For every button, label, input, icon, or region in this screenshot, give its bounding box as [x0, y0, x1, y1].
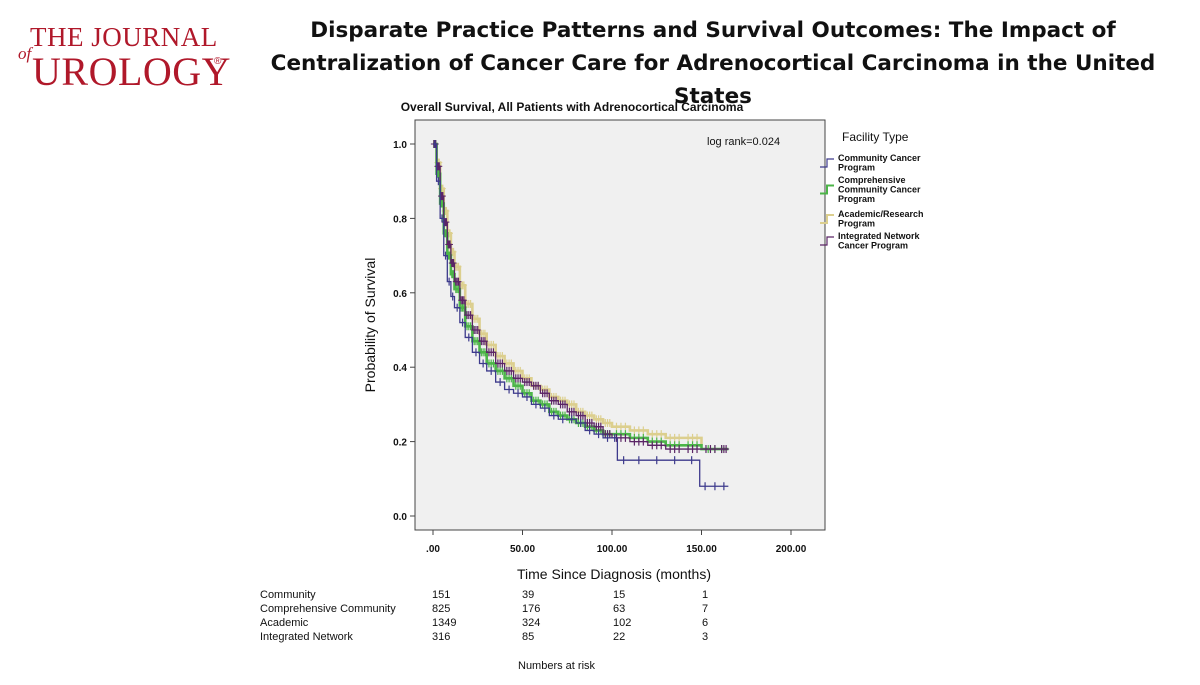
- chart-title: Overall Survival, All Patients with Adre…: [401, 100, 744, 114]
- x-axis-label: Time Since Diagnosis (months): [517, 566, 711, 582]
- y-tick-label: 0.8: [393, 214, 407, 225]
- legend-swatch: [820, 236, 834, 246]
- risk-row-label: Comprehensive Community: [260, 603, 396, 615]
- risk-value: 102: [613, 617, 632, 629]
- survival-curves: [430, 140, 730, 491]
- axes: .00 50.00 100.00 150.00 200.00 0.0 0.2 0.4 0.6 0.…: [393, 140, 807, 555]
- journal-logo-registered: ®: [214, 56, 222, 67]
- legend-swatch: [820, 214, 834, 224]
- risk-value: 1349: [432, 617, 457, 629]
- risk-value: 316: [432, 631, 451, 643]
- log-rank-annotation: log rank=0.024: [707, 136, 780, 148]
- journal-logo: THE JOURNAL of UROLOGY ®: [18, 18, 231, 94]
- risk-row-label: Academic: [260, 617, 309, 629]
- x-tick-label: 200.00: [776, 544, 807, 555]
- legend-entry: Comprehensive Community Cancer Program: [838, 175, 921, 204]
- risk-value: 3: [702, 631, 709, 643]
- plot-area: [414, 119, 826, 531]
- journal-logo-line1: THE JOURNAL: [30, 22, 218, 52]
- legend-entry: Integrated Network Cancer Program: [838, 231, 921, 251]
- risk-value: 1: [702, 589, 709, 601]
- legend-title: Facility Type: [842, 130, 909, 144]
- y-tick-label: 0.2: [393, 438, 407, 449]
- y-tick-label: 0.6: [393, 289, 407, 300]
- journal-logo-of: of: [18, 44, 32, 63]
- risk-value: 6: [702, 617, 709, 629]
- x-tick-label: .00: [426, 544, 440, 555]
- legend-swatch: [820, 158, 834, 168]
- risk-row-label: Community: [260, 589, 316, 601]
- y-axis-label: Probability of Survival: [362, 258, 378, 393]
- article-title: Disparate Practice Patterns and Survival…: [270, 18, 1156, 109]
- risk-value: 324: [522, 617, 541, 629]
- risk-value: 15: [613, 589, 626, 601]
- numbers-at-risk-caption: Numbers at risk: [518, 660, 596, 672]
- y-tick-label: 0.4: [393, 363, 407, 374]
- y-tick-label: 0.0: [393, 512, 407, 523]
- journal-logo-line2: UROLOGY: [32, 49, 232, 94]
- y-tick-label: 1.0: [393, 140, 407, 151]
- x-tick-label: 100.00: [597, 544, 628, 555]
- legend-entry: Academic/Research Program: [838, 209, 924, 229]
- legend-entry: Community Cancer Program: [838, 153, 921, 173]
- x-tick-label: 150.00: [686, 544, 717, 555]
- risk-value: 151: [432, 589, 451, 601]
- risk-value: 63: [613, 603, 626, 615]
- survival-chart: Overall Survival, All Patients with Adre…: [362, 100, 924, 582]
- risk-value: 85: [522, 631, 535, 643]
- risk-value: 176: [522, 603, 541, 615]
- risk-value: 39: [522, 589, 535, 601]
- risk-value: 825: [432, 603, 451, 615]
- risk-value: 22: [613, 631, 626, 643]
- risk-row-label: Integrated Network: [260, 631, 353, 643]
- legend-swatch: [820, 184, 834, 195]
- x-tick-label: 50.00: [510, 544, 535, 555]
- survival-curve-1: [433, 143, 729, 487]
- risk-value: 7: [702, 603, 709, 615]
